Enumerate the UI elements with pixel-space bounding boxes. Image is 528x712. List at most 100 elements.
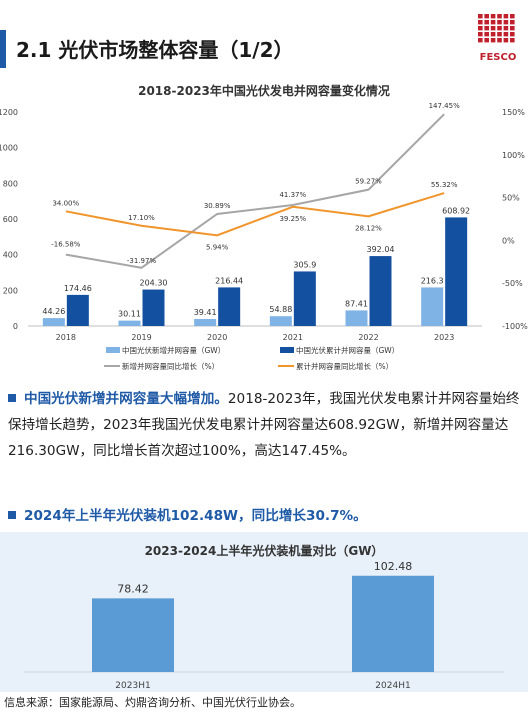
logo-square: [484, 20, 489, 25]
logo-square: [497, 38, 502, 43]
bar-cumulative-capacity: [369, 256, 392, 326]
x-axis-tick-label: 2023H1: [115, 681, 150, 691]
bar-new-capacity: [269, 316, 292, 326]
chart2-svg: 78.42 2023H1 102.48 2024H1: [24, 560, 504, 691]
logo-square: [478, 20, 483, 25]
bar-new-capacity: [421, 287, 444, 326]
bar-cumulative-capacity-label: 392.04: [367, 245, 395, 254]
logo-square: [503, 38, 509, 43]
line-new-growth-label: 59.27%: [355, 178, 382, 186]
left-axis-tick-label: 600: [3, 215, 18, 224]
page-header: 2.1 光伏市场整体容量（1/2） FESCO: [0, 0, 528, 72]
bar-new-capacity-label: 39.41: [194, 308, 217, 317]
bar-h1-install-label: 78.42: [117, 582, 149, 595]
bar-new-capacity-label: 87.41: [345, 299, 368, 308]
left-axis-tick-label: 400: [3, 251, 18, 260]
legend-swatch: [280, 347, 294, 353]
logo-square: [497, 20, 502, 25]
left-axis-tick-label: 0: [13, 322, 18, 331]
right-axis-tick-label: 0%: [502, 236, 515, 245]
left-axis-tick-label: 800: [3, 179, 18, 188]
legend-label: 中国光伏累计并网容量（GW）: [296, 345, 399, 355]
bullet-icon: [8, 394, 16, 402]
logo-square: [478, 38, 483, 43]
page-title: 2.1 光伏市场整体容量（1/2）: [16, 38, 294, 62]
bar-h1-install: [352, 575, 434, 672]
chart-grid-capacity: 2018-2023年中国光伏发电并网容量变化情况 0 200 400 600 800 10…: [0, 78, 528, 380]
legend-swatch: [106, 347, 120, 353]
logo-square: [478, 14, 483, 19]
bar-new-capacity-label: 54.88: [269, 305, 292, 314]
line-new-growth-label: 41.37%: [279, 191, 306, 199]
title-accent-bar: [0, 30, 6, 68]
line-new-growth-label: -31.97%: [127, 257, 157, 265]
bar-cumulative-capacity-label: 216.44: [215, 276, 243, 285]
line-cumulative-growth-label: 5.94%: [206, 243, 229, 251]
x-axis-tick-label: 2019: [131, 333, 151, 342]
right-axis-tick-label: 150%: [502, 108, 525, 117]
logo-square: [503, 20, 509, 25]
bullet-icon: [8, 511, 16, 519]
logo-square: [484, 26, 489, 31]
line-new-growth-label: 30.89%: [204, 202, 231, 210]
logo-square: [490, 38, 496, 43]
fesco-logo: FESCO: [476, 14, 518, 64]
bar-cumulative-capacity-label: 608.92: [442, 206, 470, 215]
line-cumulative-growth-label: 34.00%: [52, 199, 79, 207]
line-cumulative-growth: [65, 192, 445, 237]
logo-grid-icon: [478, 14, 515, 43]
logo-square: [503, 14, 509, 19]
bar-new-capacity-label: 30.11: [118, 310, 141, 319]
logo-square: [510, 26, 515, 31]
bar-new-capacity: [345, 310, 368, 326]
logo-square: [484, 32, 489, 37]
bar-h1-install-label: 102.48: [374, 560, 413, 573]
line-cumulative-growth-label: 39.25%: [279, 215, 306, 223]
bar-cumulative-capacity-label: 174.46: [64, 284, 92, 293]
logo-square: [497, 32, 502, 37]
logo-square: [497, 26, 502, 31]
legend-label: 新增并网容量同比增长（%）: [122, 361, 219, 371]
paragraph-h1-install: 2024年上半年光伏装机102.48W，同比增长30.7%。: [8, 503, 524, 529]
chart-title: 2023-2024上半年光伏装机量对比（GW）: [144, 544, 384, 558]
paragraph-body: 2018-2023年，我国光伏发电累计并网容量始终保持增长趋势，2023年我国光…: [8, 391, 520, 459]
logo-square: [503, 32, 509, 37]
line-cumulative-growth-label: 28.12%: [355, 224, 382, 232]
line-new-growth-label: 147.45%: [429, 102, 460, 110]
logo-text: FESCO: [479, 52, 517, 63]
logo-square: [478, 26, 483, 31]
left-axis-tick-label: 200: [3, 286, 18, 295]
logo-square: [490, 20, 496, 25]
legend-label: 中国光伏新增并网容量（GW）: [122, 345, 225, 355]
logo-square: [478, 32, 483, 37]
paragraph-new-capacity: 中国光伏新增并网容量大幅增加。2018-2023年，我国光伏发电累计并网容量始终…: [8, 386, 524, 464]
logo-square: [510, 14, 515, 19]
logo-square: [490, 32, 496, 37]
left-axis-tick-label: 1000: [0, 144, 18, 153]
right-axis-tick-label: -50%: [502, 279, 523, 288]
bar-cumulative-capacity: [142, 289, 165, 326]
chart-title: 2018-2023年中国光伏发电并网容量变化情况: [138, 84, 390, 98]
legend-label: 累计并网容量同比增长（%）: [296, 361, 393, 371]
line-cumulative-growth-label: 17.10%: [128, 214, 155, 222]
logo-square: [484, 14, 489, 19]
x-axis-tick-label: 2022: [358, 333, 378, 342]
logo-square: [497, 14, 502, 19]
chart1-svg: 0 200 400 600 800 1000 1200 -100% -50% 0% 50% 100% 1…: [0, 102, 528, 371]
right-axis-tick-label: 50%: [502, 194, 520, 203]
line-new-growth-label: -16.58%: [51, 241, 81, 249]
logo-square: [510, 20, 515, 25]
bar-cumulative-capacity-label: 305.9: [293, 260, 316, 269]
logo-square: [484, 38, 489, 43]
bar-cumulative-capacity: [293, 271, 316, 326]
x-axis-tick-label: 2020: [207, 333, 227, 342]
chart-h1-comparison: 2023-2024上半年光伏装机量对比（GW） 78.42 2023H1 102.4…: [0, 532, 528, 692]
logo-square: [503, 26, 509, 31]
line-cumulative-growth-label: 55.32%: [431, 181, 458, 189]
logo-square: [510, 32, 515, 37]
bar-cumulative-capacity: [218, 287, 241, 326]
logo-square: [490, 14, 496, 19]
logo-square: [510, 38, 515, 43]
right-axis-tick-label: 100%: [502, 151, 525, 160]
x-axis-tick-label: 2018: [56, 333, 76, 342]
